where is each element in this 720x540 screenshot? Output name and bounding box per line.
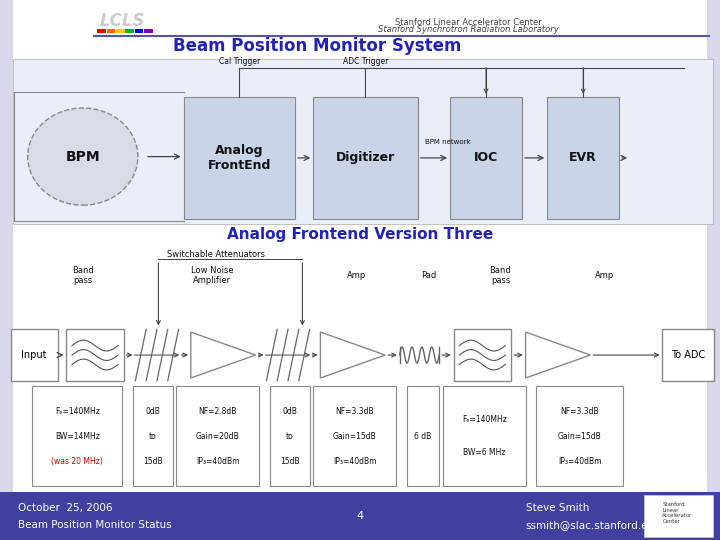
Bar (66, 329, 124, 381)
Text: (was 20 MHz): (was 20 MHz) (51, 456, 104, 465)
Text: Amp: Amp (347, 271, 366, 280)
Bar (662, 329, 714, 381)
Bar (0, 492, 720, 540)
Bar (125, 29, 134, 33)
Text: Band
pass: Band pass (72, 266, 94, 285)
Bar (97, 29, 106, 33)
Text: 15dB: 15dB (280, 456, 300, 465)
Text: LCLS: LCLS (99, 11, 145, 30)
Text: NF=2.8dB: NF=2.8dB (199, 407, 237, 416)
Bar (644, 495, 713, 537)
Bar (707, 0, 720, 492)
Text: 0dB: 0dB (282, 407, 297, 416)
Text: Cal Trigger: Cal Trigger (219, 57, 260, 65)
Text: IP₃=40dBm: IP₃=40dBm (558, 456, 601, 465)
Text: to: to (286, 431, 294, 441)
Text: BPM network: BPM network (425, 139, 470, 145)
Text: BW=14MHz: BW=14MHz (55, 431, 100, 441)
Text: Stanford
Linear
Accelerator
Center: Stanford Linear Accelerator Center (662, 502, 693, 524)
Bar (135, 329, 179, 381)
Bar (270, 386, 310, 486)
Polygon shape (320, 332, 385, 378)
Bar (184, 97, 295, 219)
Text: Stanford Synchrotron Radiation Laboratory: Stanford Synchrotron Radiation Laborator… (377, 25, 559, 34)
Bar (135, 29, 143, 33)
Text: NF=3.3dB: NF=3.3dB (560, 407, 599, 416)
Text: Input: Input (22, 350, 47, 360)
Text: Digitizer: Digitizer (336, 151, 395, 165)
Text: BW=6 MHz: BW=6 MHz (463, 448, 505, 457)
Text: IP₃=40dBm: IP₃=40dBm (196, 456, 240, 465)
Bar (116, 29, 125, 33)
Text: 4: 4 (356, 511, 364, 521)
Bar (454, 329, 511, 381)
Text: Gain=20dB: Gain=20dB (196, 431, 240, 441)
Text: 0dB: 0dB (145, 407, 161, 416)
Text: ssmith@slac.stanford.edu: ssmith@slac.stanford.edu (526, 520, 662, 530)
Bar (450, 97, 522, 219)
Text: Pad: Pad (420, 271, 436, 280)
Bar (107, 29, 115, 33)
Bar (133, 386, 173, 486)
Bar (11, 329, 58, 381)
Text: Low Noise
Amplifier: Low Noise Amplifier (191, 266, 234, 285)
Text: EVR: EVR (570, 151, 597, 165)
Ellipse shape (27, 108, 138, 205)
Text: IOC: IOC (474, 151, 498, 165)
Polygon shape (191, 332, 256, 378)
Text: ADC Trigger: ADC Trigger (343, 57, 388, 65)
Text: Fₑ=140MHz: Fₑ=140MHz (462, 415, 507, 424)
Text: To ADC: To ADC (671, 350, 706, 360)
Text: Beam Position Monitor System: Beam Position Monitor System (173, 37, 461, 55)
Text: Gain=15dB: Gain=15dB (333, 431, 377, 441)
Text: BPM: BPM (66, 150, 100, 164)
Bar (266, 329, 310, 381)
Bar (407, 386, 439, 486)
Text: Steve Smith: Steve Smith (526, 503, 589, 512)
Text: Gain=15dB: Gain=15dB (558, 431, 601, 441)
Text: Band
pass: Band pass (490, 266, 511, 285)
Bar (32, 386, 122, 486)
Text: 6 dB: 6 dB (415, 431, 431, 441)
Text: Amp: Amp (595, 271, 614, 280)
Text: Beam Position Monitor Status: Beam Position Monitor Status (18, 520, 172, 530)
Text: to: to (149, 431, 157, 441)
Text: Analog Frontend Version Three: Analog Frontend Version Three (227, 227, 493, 242)
Bar (313, 97, 418, 219)
Bar (536, 386, 623, 486)
Bar (547, 97, 619, 219)
Text: Stanford Linear Accelerator Center: Stanford Linear Accelerator Center (395, 18, 541, 27)
Text: October  25, 2006: October 25, 2006 (18, 503, 112, 512)
Text: 15dB: 15dB (143, 456, 163, 465)
Bar (176, 386, 259, 486)
Text: Fₑ=140MHz: Fₑ=140MHz (55, 407, 100, 416)
Bar (13, 59, 713, 224)
Text: IP₃=40dBm: IP₃=40dBm (333, 456, 377, 465)
Polygon shape (526, 332, 590, 378)
Bar (144, 29, 153, 33)
Text: Analog
FrontEnd: Analog FrontEnd (207, 144, 271, 172)
Bar (313, 386, 396, 486)
Text: NF=3.3dB: NF=3.3dB (336, 407, 374, 416)
Bar (0, 0, 13, 492)
Text: Switchable Attenuators: Switchable Attenuators (167, 251, 265, 259)
Bar (443, 386, 526, 486)
